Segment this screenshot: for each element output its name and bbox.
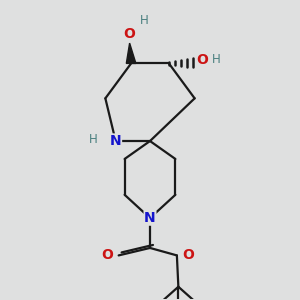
Polygon shape bbox=[126, 43, 136, 63]
Text: O: O bbox=[101, 248, 113, 262]
Text: O: O bbox=[196, 53, 208, 67]
Text: O: O bbox=[182, 248, 194, 262]
Text: H: H bbox=[88, 133, 97, 146]
Text: N: N bbox=[110, 134, 122, 148]
Text: H: H bbox=[140, 14, 149, 28]
Text: N: N bbox=[144, 211, 156, 225]
Text: H: H bbox=[212, 53, 220, 66]
Text: O: O bbox=[124, 26, 136, 40]
